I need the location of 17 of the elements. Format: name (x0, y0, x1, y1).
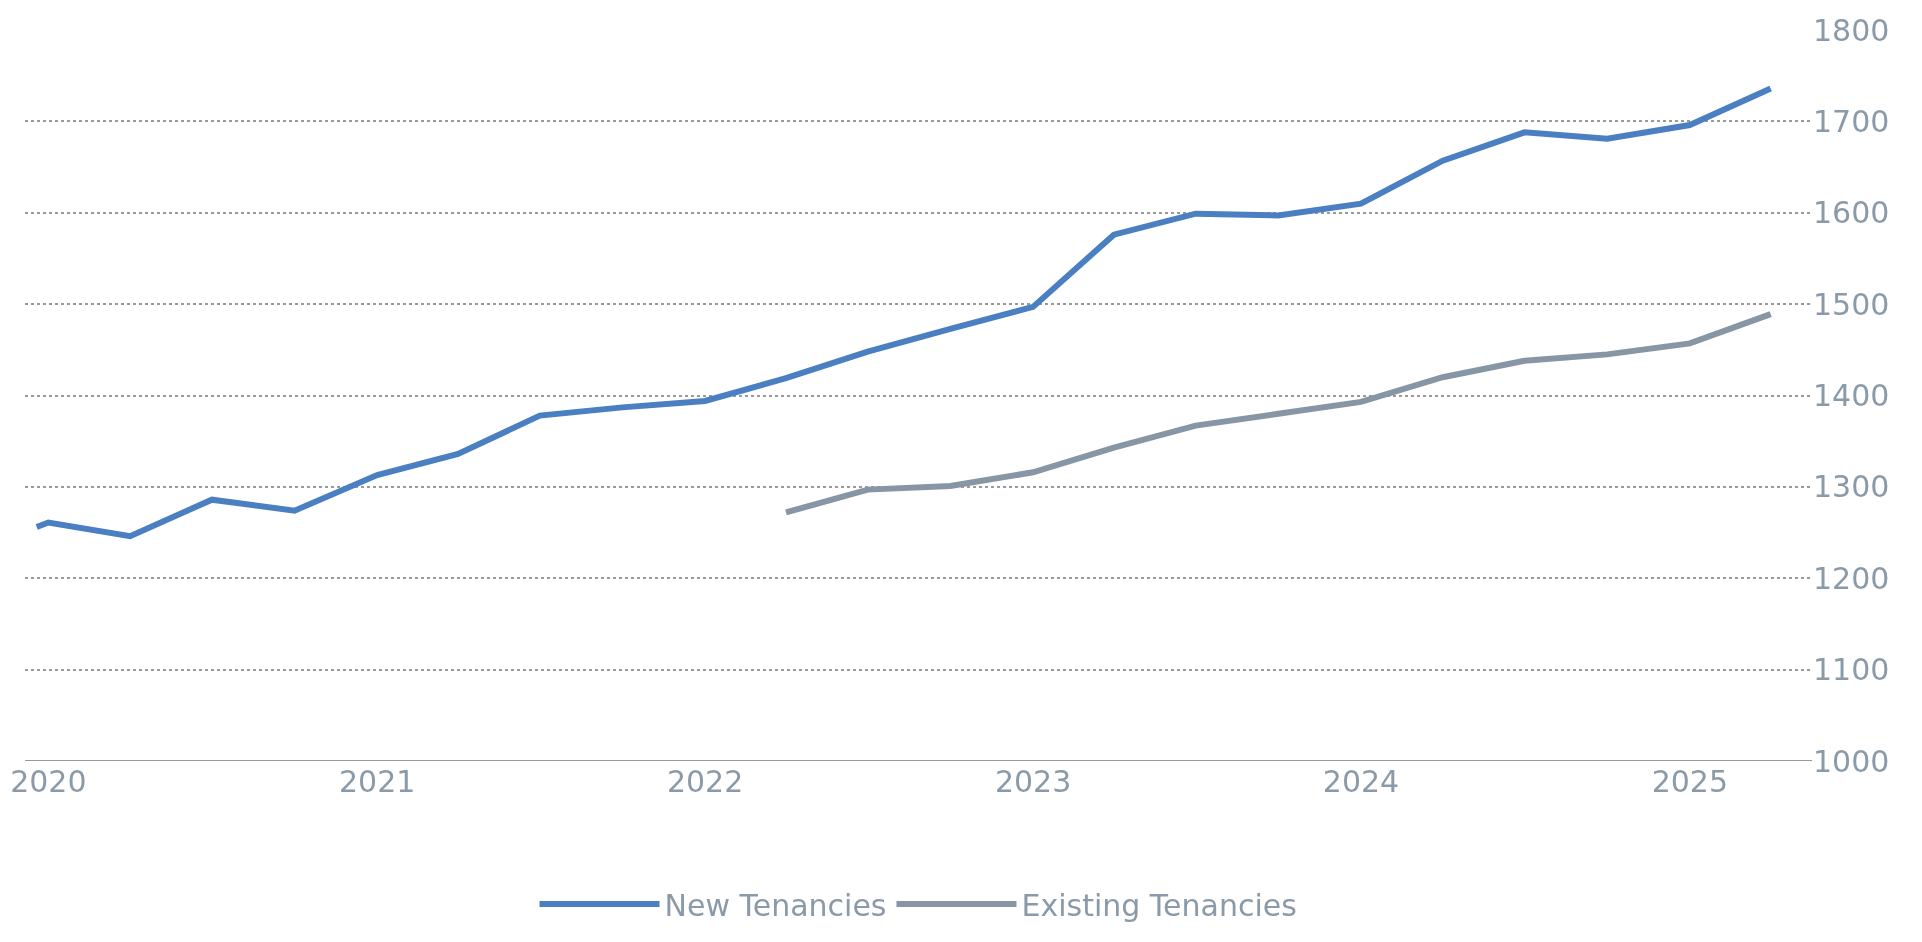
y-tick-label: 1300 (1813, 469, 1890, 505)
y-tick-label: 1100 (1813, 652, 1890, 688)
x-tick-label: 2025 (1651, 764, 1728, 799)
y-tick-label: 1000 (1813, 743, 1890, 779)
y-tick-label: 1600 (1813, 195, 1890, 231)
legend-label: Existing Tenancies (1021, 887, 1297, 923)
y-tick-label: 1700 (1813, 103, 1890, 139)
x-tick-label: 2023 (994, 764, 1072, 799)
x-tick-label: 2020 (10, 764, 87, 799)
legend-label: New Tenancies (664, 887, 887, 923)
y-tick-label: 1800 (1813, 12, 1890, 48)
y-tick-label: 1400 (1813, 378, 1890, 413)
x-tick-label: 2021 (339, 764, 416, 799)
x-tick-label: 2022 (666, 764, 744, 799)
x-tick-label: 2024 (1322, 764, 1400, 799)
y-tick-label: 1500 (1813, 286, 1890, 322)
y-tick-label: 1200 (1813, 560, 1890, 596)
